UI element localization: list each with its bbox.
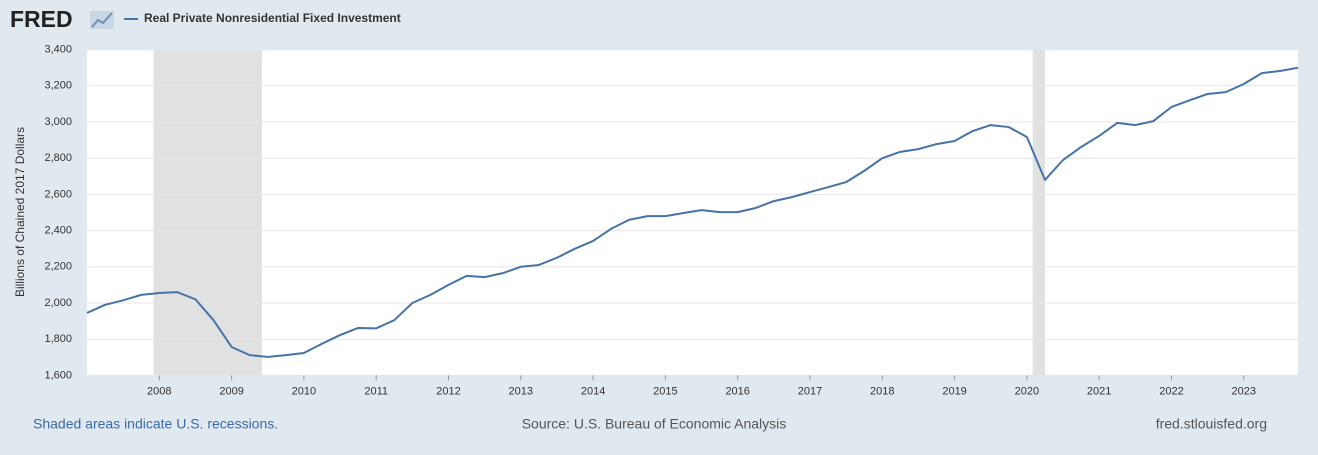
recession-band (1032, 49, 1045, 376)
logo-box (90, 11, 114, 29)
y-tick-label: 1,600 (44, 369, 72, 381)
y-axis-label: Billions of Chained 2017 Dollars (13, 127, 27, 297)
x-tick-label: 2009 (219, 385, 243, 397)
y-tick-label: 2,400 (44, 225, 72, 237)
y-tick-label: 3,400 (44, 44, 72, 56)
y-tick-label: 2,800 (44, 152, 72, 164)
brand-logo[interactable]: FRED (10, 6, 73, 32)
x-tick-label: 2015 (653, 385, 677, 397)
x-tick-label: 2023 (1232, 385, 1256, 397)
y-tick-label: 2,000 (44, 297, 72, 309)
x-tick-label: 2021 (1087, 385, 1111, 397)
recession-note[interactable]: Shaded areas indicate U.S. recessions. (33, 416, 278, 432)
x-tick-label: 2020 (1015, 385, 1039, 397)
legend-label: Real Private Nonresidential Fixed Invest… (144, 11, 401, 25)
logo-icon (90, 11, 114, 29)
x-tick-label: 2022 (1159, 385, 1183, 397)
logo-line (91, 12, 113, 28)
y-tick-label: 3,200 (44, 80, 72, 92)
source-note: Source: U.S. Bureau of Economic Analysis (522, 416, 787, 432)
x-tick-label: 2010 (292, 385, 316, 397)
y-tick-label: 2,600 (44, 188, 72, 200)
data-line (86, 66, 1299, 358)
x-tick-label: 2012 (436, 385, 460, 397)
x-tick-label: 2014 (581, 385, 605, 397)
x-tick-label: 2008 (147, 385, 171, 397)
x-tick-label: 2019 (942, 385, 966, 397)
x-tick-label: 2013 (509, 385, 533, 397)
site-link[interactable]: fred.stlouisfed.org (1156, 416, 1267, 432)
x-tick-label: 2017 (798, 385, 822, 397)
y-tick-label: 3,000 (44, 116, 72, 128)
x-tick-label: 2011 (364, 385, 388, 397)
y-tick-label: 2,200 (44, 261, 72, 273)
x-tick-label: 2016 (725, 385, 749, 397)
y-tick-label: 1,800 (44, 333, 72, 345)
x-tick-label: 2018 (870, 385, 894, 397)
recession-band (153, 49, 262, 376)
